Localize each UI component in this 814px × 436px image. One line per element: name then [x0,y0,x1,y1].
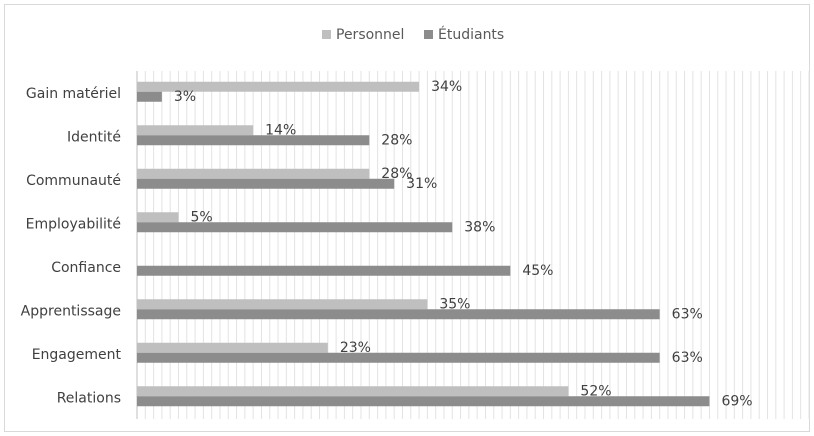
data-label: 63% [672,350,703,366]
category-label: Communauté [26,173,121,189]
category-label: Employabilité [26,216,121,232]
bar-etudiants [137,265,511,276]
data-label: 31% [406,176,437,192]
bar-personnel [137,125,254,136]
chart-container: Gain matériel 34% 3% Identité 14% 28% Communau… [4,4,810,432]
category-label: Confiance [51,260,121,276]
data-label: 23% [340,340,371,356]
data-label: 28% [381,132,412,148]
gridlines [136,71,810,419]
labels: Gain matériel 34% 3% Identité 14% 28% Communau… [21,79,753,410]
bar-etudiants [137,178,395,189]
bar-etudiants [137,396,710,407]
bar-chart: Gain matériel 34% 3% Identité 14% 28% Communau… [21,26,810,419]
bars [137,81,710,407]
data-label: 52% [580,383,611,399]
data-label: 5% [190,209,212,225]
category-label: Relations [57,390,121,406]
data-label: 28% [381,166,412,182]
bar-personnel [137,342,328,353]
legend-swatch [424,30,433,39]
data-label: 45% [522,263,553,279]
category-label: Apprentissage [21,303,121,319]
bar-etudiants [137,91,162,102]
data-label: 35% [439,296,470,312]
data-label: 69% [721,393,752,409]
data-label: 34% [431,79,462,95]
category-label: Identité [67,129,121,145]
data-label: 14% [265,122,296,138]
bar-personnel [137,81,420,92]
bar-etudiants [137,309,660,320]
legend: Personnel Étudiants [322,26,504,43]
category-label: Engagement [32,347,122,363]
bar-etudiants [137,135,370,146]
bar-etudiants [137,352,660,363]
legend-label: Personnel [336,27,404,43]
bar-personnel [137,386,569,397]
data-label: 38% [464,219,495,235]
category-label: Gain matériel [26,86,121,102]
bar-personnel [137,212,179,223]
bar-etudiants [137,222,453,233]
legend-swatch [322,30,331,39]
data-label: 3% [174,89,196,105]
bar-personnel [137,168,370,179]
bar-personnel [137,299,428,310]
legend-label: Étudiants [438,26,504,43]
data-label: 63% [672,306,703,322]
